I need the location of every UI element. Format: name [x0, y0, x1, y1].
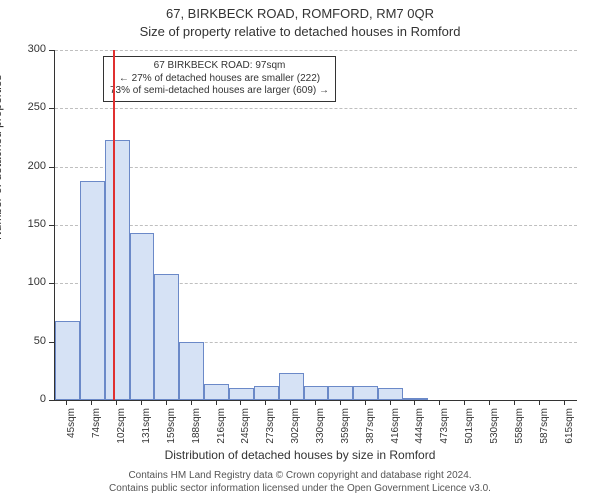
ytick-mark — [49, 342, 54, 343]
gridline — [55, 225, 577, 226]
histogram-bar — [55, 321, 80, 400]
xtick-mark — [315, 400, 316, 405]
histogram-bar — [304, 386, 329, 400]
xtick-label: 159sqm — [166, 408, 177, 448]
xtick-mark — [191, 400, 192, 405]
xtick-mark — [514, 400, 515, 405]
histogram-bar — [353, 386, 378, 400]
ytick-mark — [49, 400, 54, 401]
ytick-label: 0 — [16, 393, 46, 405]
xtick-mark — [489, 400, 490, 405]
ytick-mark — [49, 283, 54, 284]
histogram-bar — [328, 386, 353, 400]
histogram-bar — [229, 388, 254, 400]
histogram-bar — [254, 386, 279, 400]
xtick-label: 359sqm — [340, 408, 351, 448]
xtick-label: 615sqm — [564, 408, 575, 448]
xtick-mark — [216, 400, 217, 405]
histogram-bar — [130, 233, 155, 400]
histogram-bar — [154, 274, 179, 400]
xtick-mark — [116, 400, 117, 405]
xtick-mark — [66, 400, 67, 405]
histogram-bar — [378, 388, 403, 400]
reference-line — [113, 50, 115, 400]
xtick-label: 45sqm — [66, 408, 77, 448]
ytick-label: 200 — [16, 160, 46, 172]
xtick-label: 188sqm — [191, 408, 202, 448]
xtick-label: 74sqm — [91, 408, 102, 448]
xtick-mark — [539, 400, 540, 405]
xtick-mark — [390, 400, 391, 405]
ytick-mark — [49, 50, 54, 51]
xtick-mark — [141, 400, 142, 405]
xtick-mark — [166, 400, 167, 405]
xtick-label: 273sqm — [265, 408, 276, 448]
ytick-mark — [49, 225, 54, 226]
xtick-mark — [464, 400, 465, 405]
ytick-mark — [49, 108, 54, 109]
xtick-label: 387sqm — [365, 408, 376, 448]
x-axis-label: Distribution of detached houses by size … — [0, 448, 600, 462]
chart-container: 67, BIRKBECK ROAD, ROMFORD, RM7 0QR Size… — [0, 0, 600, 500]
xtick-mark — [564, 400, 565, 405]
histogram-bar — [403, 398, 428, 400]
ytick-label: 50 — [16, 335, 46, 347]
histogram-bar — [179, 342, 204, 400]
xtick-mark — [365, 400, 366, 405]
gridline — [55, 50, 577, 51]
annotation-line: 73% of semi-detached houses are larger (… — [110, 85, 329, 98]
histogram-bar — [105, 140, 130, 400]
xtick-label: 473sqm — [439, 408, 450, 448]
xtick-mark — [290, 400, 291, 405]
annotation-line: 67 BIRKBECK ROAD: 97sqm — [110, 60, 329, 73]
xtick-label: 416sqm — [390, 408, 401, 448]
footer-attribution: Contains HM Land Registry data © Crown c… — [0, 470, 600, 495]
xtick-mark — [91, 400, 92, 405]
xtick-mark — [414, 400, 415, 405]
chart-plot-area: 67 BIRKBECK ROAD: 97sqm← 27% of detached… — [54, 50, 577, 401]
gridline — [55, 108, 577, 109]
xtick-mark — [240, 400, 241, 405]
xtick-mark — [265, 400, 266, 405]
histogram-bar — [204, 384, 229, 400]
xtick-mark — [439, 400, 440, 405]
gridline — [55, 167, 577, 168]
xtick-label: 501sqm — [464, 408, 475, 448]
xtick-label: 444sqm — [414, 408, 425, 448]
ytick-label: 100 — [16, 276, 46, 288]
ytick-label: 250 — [16, 101, 46, 113]
ytick-mark — [49, 167, 54, 168]
annotation-line: ← 27% of detached houses are smaller (22… — [110, 73, 329, 86]
footer-line-2: Contains public sector information licen… — [0, 483, 600, 496]
xtick-label: 302sqm — [290, 408, 301, 448]
xtick-label: 131sqm — [141, 408, 152, 448]
histogram-bar — [80, 181, 105, 400]
chart-subtitle: Size of property relative to detached ho… — [0, 24, 600, 39]
xtick-label: 558sqm — [514, 408, 525, 448]
xtick-label: 102sqm — [116, 408, 127, 448]
xtick-label: 245sqm — [240, 408, 251, 448]
footer-line-1: Contains HM Land Registry data © Crown c… — [0, 470, 600, 483]
xtick-label: 216sqm — [216, 408, 227, 448]
ytick-label: 300 — [16, 43, 46, 55]
histogram-bar — [279, 373, 304, 400]
xtick-mark — [340, 400, 341, 405]
xtick-label: 330sqm — [315, 408, 326, 448]
page-title: 67, BIRKBECK ROAD, ROMFORD, RM7 0QR — [0, 6, 600, 21]
xtick-label: 587sqm — [539, 408, 550, 448]
ytick-label: 150 — [16, 218, 46, 230]
annotation-box: 67 BIRKBECK ROAD: 97sqm← 27% of detached… — [103, 56, 336, 102]
y-axis-label: Number of detached properties — [0, 75, 4, 240]
xtick-label: 530sqm — [489, 408, 500, 448]
